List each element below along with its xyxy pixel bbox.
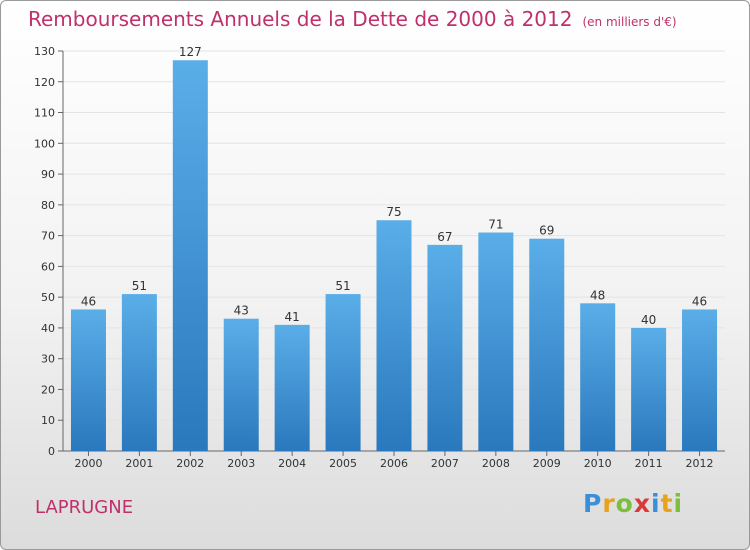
x-tick-label-2009: 2009 (533, 457, 561, 470)
commune-name: LAPRUGNE (35, 497, 134, 518)
x-tick-label-2011: 2011 (635, 457, 663, 470)
y-tick-label: 50 (41, 291, 55, 304)
y-tick-label: 90 (41, 168, 55, 181)
data-label-2009: 69 (539, 224, 554, 238)
data-label-2001: 51 (132, 279, 147, 293)
bar-2008 (478, 232, 514, 451)
data-label-2011: 40 (641, 313, 656, 327)
y-tick-label: 60 (41, 260, 55, 273)
data-label-2012: 46 (692, 294, 707, 308)
bar-2007 (427, 244, 463, 451)
data-label-2002: 127 (179, 45, 202, 59)
bar-2003 (223, 318, 259, 451)
y-tick-label: 100 (34, 137, 55, 150)
y-tick-label: 20 (41, 383, 55, 396)
x-tick-label-2004: 2004 (278, 457, 306, 470)
x-tick-label-2008: 2008 (482, 457, 510, 470)
chart-title-text: Remboursements Annuels de la Dette de 20… (28, 7, 573, 31)
chart-unit: (en milliers d'€) (582, 15, 677, 29)
bar-2012 (682, 309, 718, 451)
x-tick-label-2000: 2000 (74, 457, 102, 470)
y-tick-label: 130 (34, 45, 55, 58)
proxiti-logo: Proxiti (583, 489, 684, 518)
data-label-2010: 48 (590, 288, 605, 302)
x-tick-label-2002: 2002 (176, 457, 204, 470)
y-tick-label: 70 (41, 230, 55, 243)
bar-2009 (529, 238, 565, 451)
x-tick-label-2005: 2005 (329, 457, 357, 470)
x-tick-label-2003: 2003 (227, 457, 255, 470)
bar-2002 (172, 60, 208, 451)
data-label-2006: 75 (386, 205, 401, 219)
bar-2000 (70, 309, 106, 451)
y-tick-label: 120 (34, 76, 55, 89)
y-tick-label: 40 (41, 322, 55, 335)
x-tick-label-2012: 2012 (686, 457, 714, 470)
data-label-2000: 46 (81, 294, 96, 308)
x-tick-label-2001: 2001 (125, 457, 153, 470)
chart-title: Remboursements Annuels de la Dette de 20… (28, 7, 677, 31)
bar-2005 (325, 294, 361, 451)
data-label-2007: 67 (437, 230, 452, 244)
bar-2011 (631, 327, 667, 451)
y-tick-label: 80 (41, 199, 55, 212)
bar-2010 (580, 303, 616, 451)
bar-2004 (274, 324, 310, 451)
data-label-2005: 51 (335, 279, 350, 293)
y-tick-label: 10 (41, 414, 55, 427)
y-tick-label: 0 (48, 445, 55, 458)
data-label-2004: 41 (285, 310, 300, 324)
data-label-2008: 71 (488, 218, 503, 232)
bar-2006 (376, 220, 412, 451)
bar-2001 (121, 294, 157, 451)
x-tick-label-2010: 2010 (584, 457, 612, 470)
data-label-2003: 43 (234, 304, 249, 318)
y-tick-label: 110 (34, 107, 55, 120)
y-tick-label: 30 (41, 353, 55, 366)
x-tick-label-2006: 2006 (380, 457, 408, 470)
x-tick-label-2007: 2007 (431, 457, 459, 470)
